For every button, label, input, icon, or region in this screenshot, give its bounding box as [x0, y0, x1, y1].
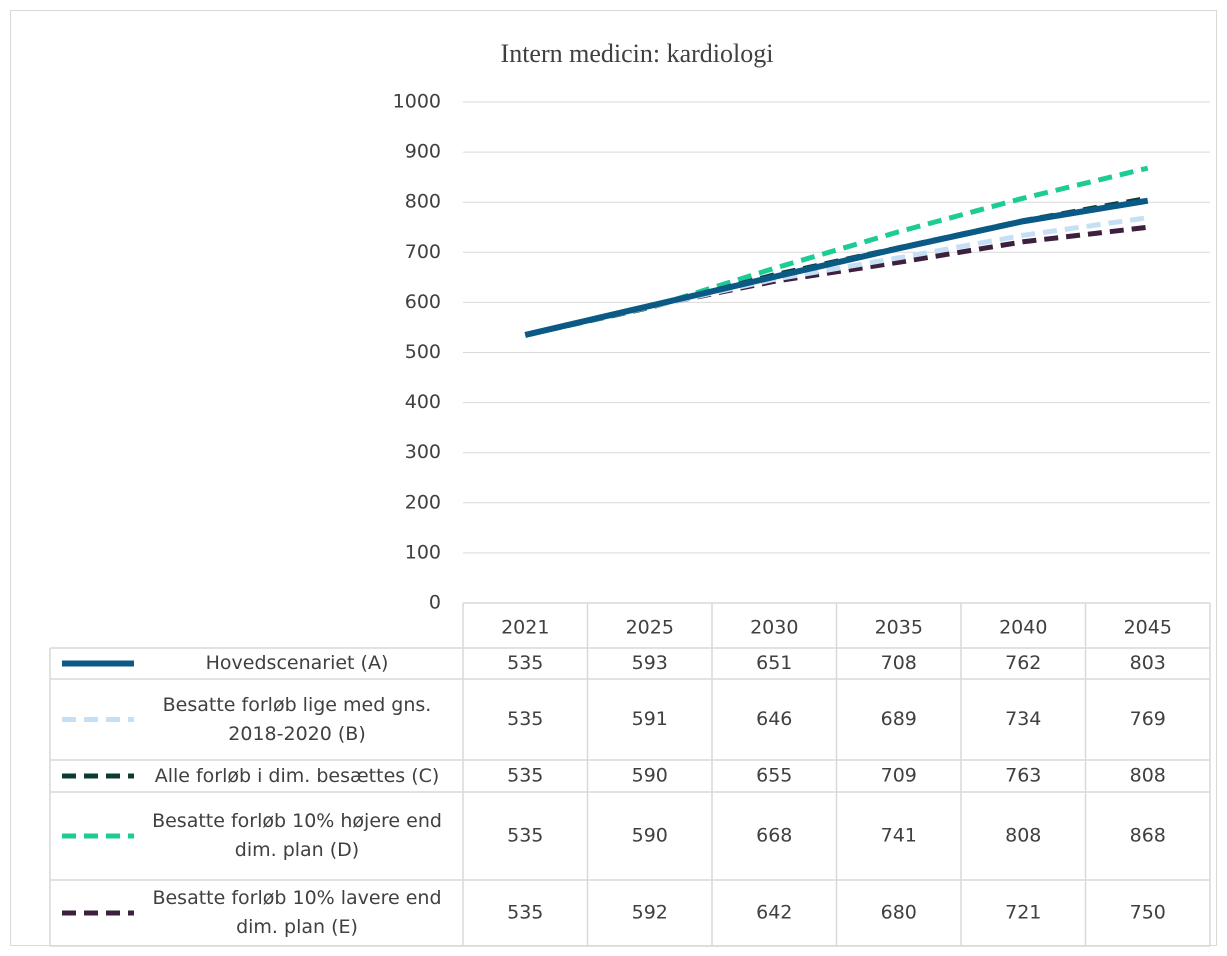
table-value: 535 — [507, 708, 543, 730]
y-tick-label: 500 — [405, 341, 441, 363]
series-line — [524, 224, 1149, 338]
table-value: 769 — [1130, 708, 1166, 730]
y-tick-label: 900 — [405, 141, 441, 163]
table-value: 734 — [1005, 708, 1041, 730]
chart-title: Intern medicin: kardiologi — [501, 39, 774, 68]
table-value: 803 — [1130, 652, 1166, 674]
y-tick-label: 800 — [405, 191, 441, 213]
x-tick-label: 2040 — [999, 617, 1047, 639]
table-value: 668 — [756, 825, 792, 847]
table-value: 708 — [881, 652, 917, 674]
legend-label: Alle forløb i dim. besættes (C) — [154, 764, 440, 787]
x-tick-label: 2045 — [1124, 617, 1172, 639]
y-tick-label: 1000 — [393, 91, 441, 113]
table-value: 655 — [756, 765, 792, 787]
table-value: 763 — [1005, 765, 1041, 787]
table-value: 535 — [507, 902, 543, 924]
table-value: 808 — [1130, 765, 1166, 787]
series-line — [524, 197, 1149, 338]
x-tick-label: 2030 — [750, 617, 798, 639]
y-tick-label: 200 — [405, 491, 441, 513]
legend-label: Besatte forløb 10% lavere end dim. plan … — [152, 887, 442, 938]
table-value: 646 — [756, 708, 792, 730]
table-value: 750 — [1130, 902, 1166, 924]
table-value: 709 — [881, 765, 917, 787]
x-tick-label: 2035 — [875, 617, 923, 639]
series-line — [524, 165, 1149, 338]
table-value: 808 — [1005, 825, 1041, 847]
table-value: 762 — [1005, 652, 1041, 674]
y-tick-label: 600 — [405, 291, 441, 313]
table-value: 721 — [1005, 902, 1041, 924]
series-line — [524, 215, 1149, 338]
y-tick-label: 400 — [405, 391, 441, 413]
table-value: 593 — [632, 652, 668, 674]
table-value: 535 — [507, 765, 543, 787]
table-value: 535 — [507, 825, 543, 847]
legend-label: Hovedscenariet (A) — [205, 652, 389, 674]
table-value: 590 — [632, 765, 668, 787]
table-value: 689 — [881, 708, 917, 730]
x-tick-label: 2025 — [626, 617, 674, 639]
y-tick-label: 100 — [405, 541, 441, 563]
table-value: 741 — [881, 825, 917, 847]
table-value: 868 — [1130, 825, 1166, 847]
table-value: 535 — [507, 652, 543, 674]
table-value: 591 — [632, 708, 668, 730]
legend-label: Besatte forløb 10% højere end dim. plan … — [152, 810, 442, 861]
y-tick-label: 0 — [429, 592, 441, 614]
table-value: 592 — [632, 902, 668, 924]
table-value: 651 — [756, 652, 792, 674]
legend-label: Besatte forløb lige med gns. 2018-2020 (… — [162, 693, 432, 745]
x-tick-label: 2021 — [501, 617, 549, 639]
y-tick-label: 700 — [405, 241, 441, 263]
y-tick-label: 300 — [405, 441, 441, 463]
table-value: 680 — [881, 902, 917, 924]
table-value: 642 — [756, 902, 792, 924]
table-value: 590 — [632, 825, 668, 847]
